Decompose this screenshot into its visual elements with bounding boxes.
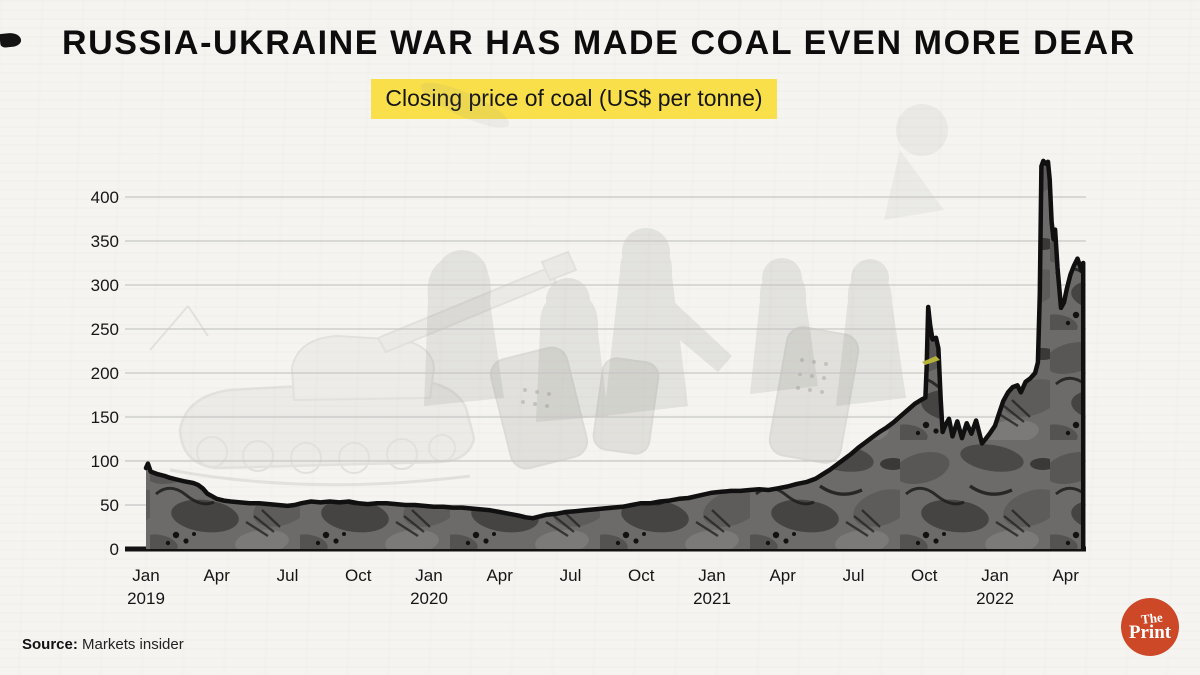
theprint-logo: The Print: [1121, 598, 1179, 656]
x-tick-label: Apr: [1052, 566, 1079, 585]
source-value: Markets insider: [77, 636, 184, 653]
y-tick-label: 50: [100, 496, 119, 515]
x-tick-label: Jul: [560, 566, 582, 585]
x-tick-label: Oct: [911, 566, 938, 585]
yellow-paint-fleck: [922, 356, 940, 365]
y-axis-labels: 0 50 100 150 200 250 300 350 400: [91, 188, 119, 559]
price-area: [146, 160, 1084, 549]
x-tick-label: Oct: [628, 566, 655, 585]
x-tick-year-label: 2019: [127, 589, 165, 608]
x-tick-year-label: 2022: [976, 589, 1014, 608]
logo-word-the: The: [1140, 608, 1164, 627]
y-tick-label: 350: [91, 232, 119, 251]
price-series: [143, 158, 1086, 552]
chart-subtitle: Closing price of coal (US$ per tonne): [371, 79, 777, 119]
price-line: [143, 158, 1086, 552]
x-tick-year-label: 2021: [693, 589, 731, 608]
page-title: RUSSIA-UKRAINE WAR HAS MADE COAL EVEN MO…: [62, 24, 1136, 62]
x-tick-label: Jul: [277, 566, 299, 585]
y-tick-label: 300: [91, 276, 119, 295]
source-note: Source: Markets insider: [22, 636, 184, 653]
y-tick-label: 200: [91, 364, 119, 383]
y-tick-label: 400: [91, 188, 119, 207]
x-tick-label: Apr: [769, 566, 796, 585]
war-illustration: [149, 82, 948, 487]
x-tick-label: Apr: [486, 566, 513, 585]
x-tick-label: Jul: [843, 566, 865, 585]
x-tick-label: Apr: [203, 566, 230, 585]
x-axis-labels: Jan 2019 Apr Jul Oct Jan 2020 Apr Jul Oct Jan 2021 A…: [127, 566, 1079, 608]
logo-word-print: Print: [1128, 621, 1172, 643]
y-tick-label: 0: [110, 540, 119, 559]
y-tick-label: 150: [91, 408, 119, 427]
x-tick-label: Jan: [698, 566, 725, 585]
source-label: Source:: [22, 636, 78, 653]
y-tick-label: 250: [91, 320, 119, 339]
x-tick-label: Jan: [415, 566, 442, 585]
y-tick-label: 100: [91, 452, 119, 471]
x-tick-label: Oct: [345, 566, 372, 585]
x-tick-year-label: 2020: [410, 589, 448, 608]
subtitle-row: Closing price of coal (US$ per tonne): [0, 79, 1148, 119]
x-tick-label: Jan: [981, 566, 1008, 585]
x-tick-label: Jan: [132, 566, 159, 585]
